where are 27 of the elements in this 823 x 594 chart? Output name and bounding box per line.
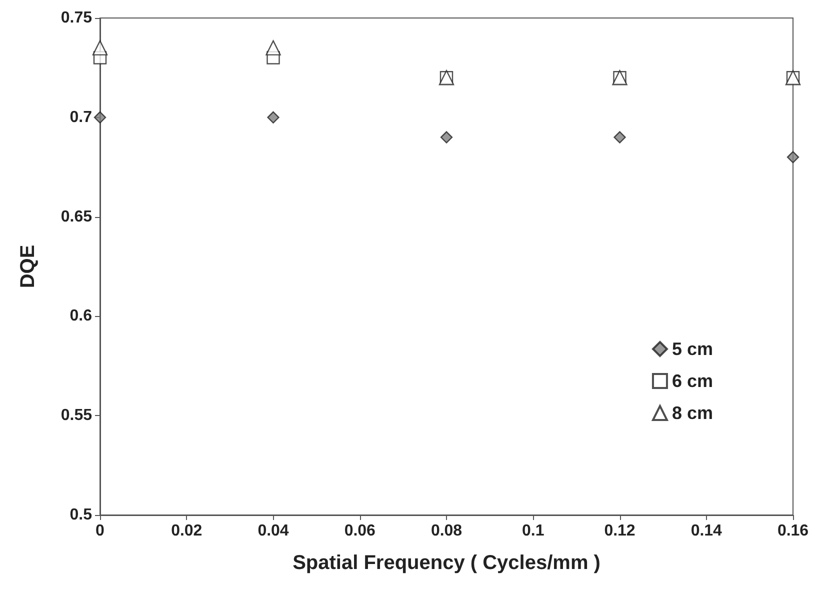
y-tick-label: 0.5 (70, 506, 92, 524)
x-tick-label: 0.12 (604, 522, 636, 540)
y-tick-label: 0.75 (60, 10, 92, 26)
point (267, 111, 280, 124)
x-tick-label: 0.16 (777, 522, 809, 540)
y-tick-label: 0.55 (60, 407, 92, 424)
legend-label: 5 cm (672, 339, 714, 359)
point (614, 131, 626, 144)
y-tick-label: 0.65 (60, 208, 92, 226)
x-tick-label: 0 (96, 522, 105, 540)
legend-label: 6 cm (672, 371, 714, 391)
y-tick-label: 0.7 (70, 108, 92, 126)
x-tick-label: 0.14 (690, 522, 722, 540)
point (92, 40, 108, 56)
legend-label: 8 cm (672, 403, 714, 423)
x-tick-label: 0.06 (344, 522, 376, 540)
x-tick-label: 0.1 (522, 522, 544, 540)
point (440, 131, 453, 144)
x-tick-label: 0.08 (430, 522, 462, 540)
y-axis-title: DQE (17, 244, 39, 288)
x-tick-label: 0.04 (258, 522, 289, 540)
x-axis-title: Spatial Frequency ( Cycles/mm ) (292, 552, 600, 574)
x-tick-label: 0.02 (171, 522, 202, 540)
point (266, 40, 281, 56)
point (94, 111, 106, 124)
point (786, 151, 800, 164)
y-tick-label: 0.6 (70, 308, 92, 325)
